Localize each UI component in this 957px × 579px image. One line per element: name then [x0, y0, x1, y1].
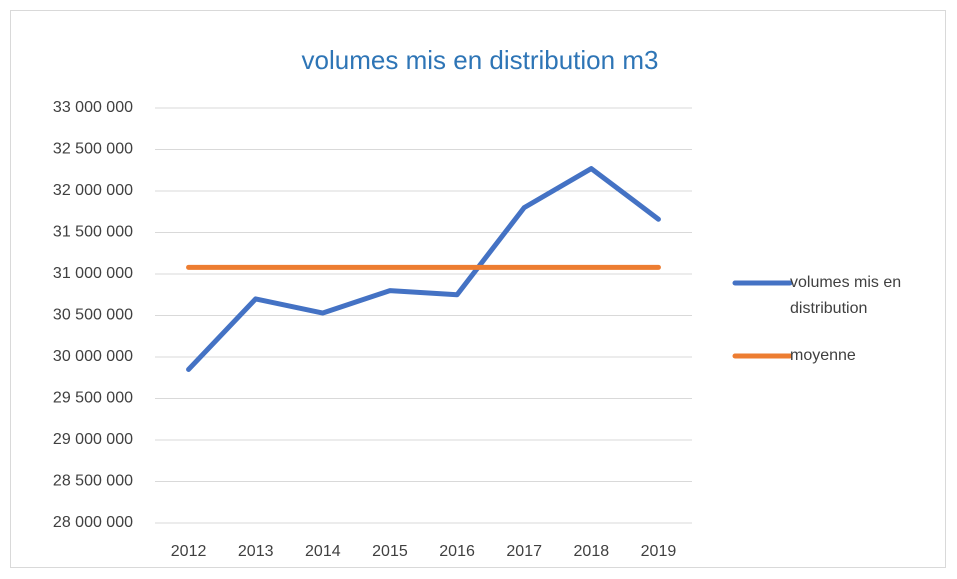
- y-tick-label: 28 000 000: [53, 514, 133, 531]
- x-tick-label: 2018: [574, 543, 610, 560]
- chart-title: volumes mis en distribution m3: [302, 45, 659, 75]
- y-tick-label: 33 000 000: [53, 99, 133, 116]
- legend-label: volumes mis en distribution: [790, 274, 902, 317]
- x-tick-label: 2016: [439, 543, 475, 560]
- y-tick-label: 31 000 000: [53, 265, 133, 282]
- legend-label: moyenne: [790, 347, 856, 364]
- y-tick-label: 30 000 000: [53, 348, 133, 365]
- x-tick-label: 2017: [506, 543, 542, 560]
- y-tick-label: 29 000 000: [53, 431, 133, 448]
- x-tick-label: 2014: [305, 543, 341, 560]
- x-tick-label: 2013: [238, 543, 274, 560]
- x-tick-label: 2015: [372, 543, 408, 560]
- x-tick-label: 2012: [171, 543, 207, 560]
- chart-border: [10, 10, 946, 568]
- y-tick-label: 32 500 000: [53, 141, 133, 158]
- x-tick-label: 2019: [641, 543, 677, 560]
- y-tick-label: 30 500 000: [53, 307, 133, 324]
- series-line: [186, 166, 661, 372]
- y-tick-label: 31 500 000: [53, 224, 133, 241]
- y-tick-label: 32 000 000: [53, 182, 133, 199]
- y-tick-label: 29 500 000: [53, 390, 133, 407]
- y-tick-label: 28 500 000: [53, 473, 133, 490]
